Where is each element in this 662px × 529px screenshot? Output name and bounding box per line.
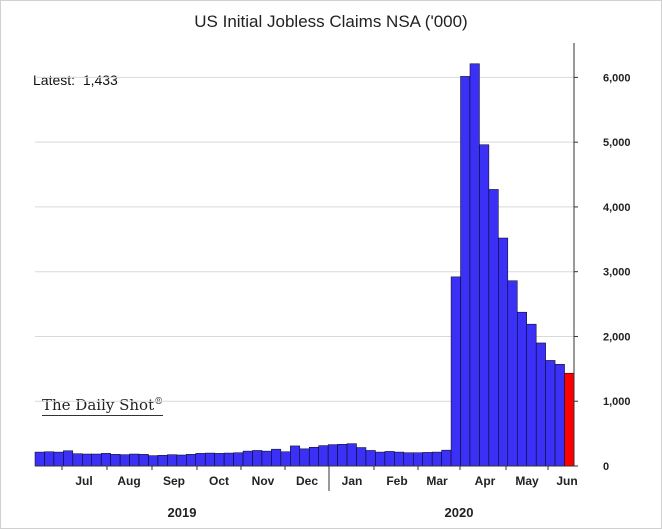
bar — [138, 454, 149, 467]
bar — [223, 452, 234, 467]
y-tick-label: 2,000 — [603, 331, 631, 343]
bar — [460, 76, 471, 467]
bar — [252, 450, 263, 467]
y-tick-label: 1,000 — [603, 396, 631, 408]
bar — [535, 342, 546, 467]
bar — [148, 455, 159, 467]
bar — [394, 451, 405, 467]
bar — [110, 454, 121, 467]
bar — [545, 360, 556, 467]
bar — [422, 452, 433, 467]
x-tick-label: Apr — [475, 474, 496, 488]
y-tick-label: 3,000 — [603, 267, 631, 279]
bar-latest — [564, 372, 575, 467]
bar — [469, 63, 480, 467]
latest-value: 1,433 — [82, 72, 118, 88]
y-tick-label: 5,000 — [603, 137, 631, 149]
bar — [498, 237, 509, 467]
bar — [233, 452, 244, 467]
bar — [479, 144, 490, 467]
x-tick-label: Oct — [209, 474, 229, 488]
bar — [290, 445, 301, 467]
bar — [167, 454, 178, 467]
bar — [346, 443, 357, 467]
bar — [195, 453, 206, 467]
bar — [488, 189, 499, 467]
brand-logo: The Daily Shot® — [42, 396, 164, 416]
bar — [129, 453, 140, 467]
year-label: 2019 — [168, 505, 197, 520]
x-tick-label: Sep — [163, 474, 185, 488]
x-tick-label: Jul — [75, 474, 92, 488]
bar — [204, 452, 215, 467]
bar — [337, 444, 348, 467]
bar — [119, 454, 130, 467]
x-tick-label: Aug — [117, 474, 140, 488]
bar — [526, 323, 537, 467]
x-tick-label: Dec — [296, 474, 318, 488]
bar — [34, 451, 45, 467]
brand-name: The Daily Shot — [42, 396, 155, 414]
x-tick-label: Jan — [342, 474, 363, 488]
bar — [157, 455, 168, 467]
bar — [214, 453, 225, 467]
bar — [431, 451, 442, 467]
x-tick-label: Mar — [426, 474, 448, 488]
bar — [403, 452, 414, 467]
bar — [44, 451, 55, 467]
y-tick-label: 0 — [603, 461, 609, 473]
bar — [261, 450, 272, 467]
bar — [242, 450, 253, 467]
bar — [554, 364, 565, 467]
bar — [176, 454, 187, 467]
bar — [72, 453, 83, 467]
latest-annotation: Latest: 1,433 — [33, 72, 118, 88]
bar — [365, 450, 376, 467]
y-tick-label: 4,000 — [603, 202, 631, 214]
chart-title: US Initial Jobless Claims NSA ('000) — [194, 12, 468, 31]
bar — [186, 454, 197, 467]
bar — [450, 276, 461, 467]
bar — [280, 451, 291, 467]
brand-mark: ® — [154, 397, 164, 407]
bar — [327, 444, 338, 467]
bar — [308, 446, 319, 467]
bar — [318, 445, 329, 467]
x-tick-label: Jun — [556, 474, 577, 488]
y-tick-label: 6,000 — [603, 72, 631, 84]
bar — [507, 280, 518, 467]
bar — [82, 453, 92, 467]
bar — [441, 449, 452, 467]
bar — [100, 453, 111, 467]
year-label: 2020 — [445, 505, 474, 520]
latest-label: Latest: — [33, 72, 76, 88]
bar — [384, 451, 395, 467]
bar — [375, 451, 386, 467]
bar — [91, 453, 102, 467]
x-tick-label: Feb — [386, 474, 407, 488]
bar — [299, 448, 310, 467]
bar — [517, 311, 527, 467]
bar — [356, 447, 367, 467]
bar — [53, 451, 64, 467]
bar — [63, 450, 74, 467]
bar — [271, 448, 282, 467]
x-tick-label: May — [515, 474, 539, 488]
x-tick-label: Nov — [252, 474, 275, 488]
bar — [413, 452, 423, 467]
